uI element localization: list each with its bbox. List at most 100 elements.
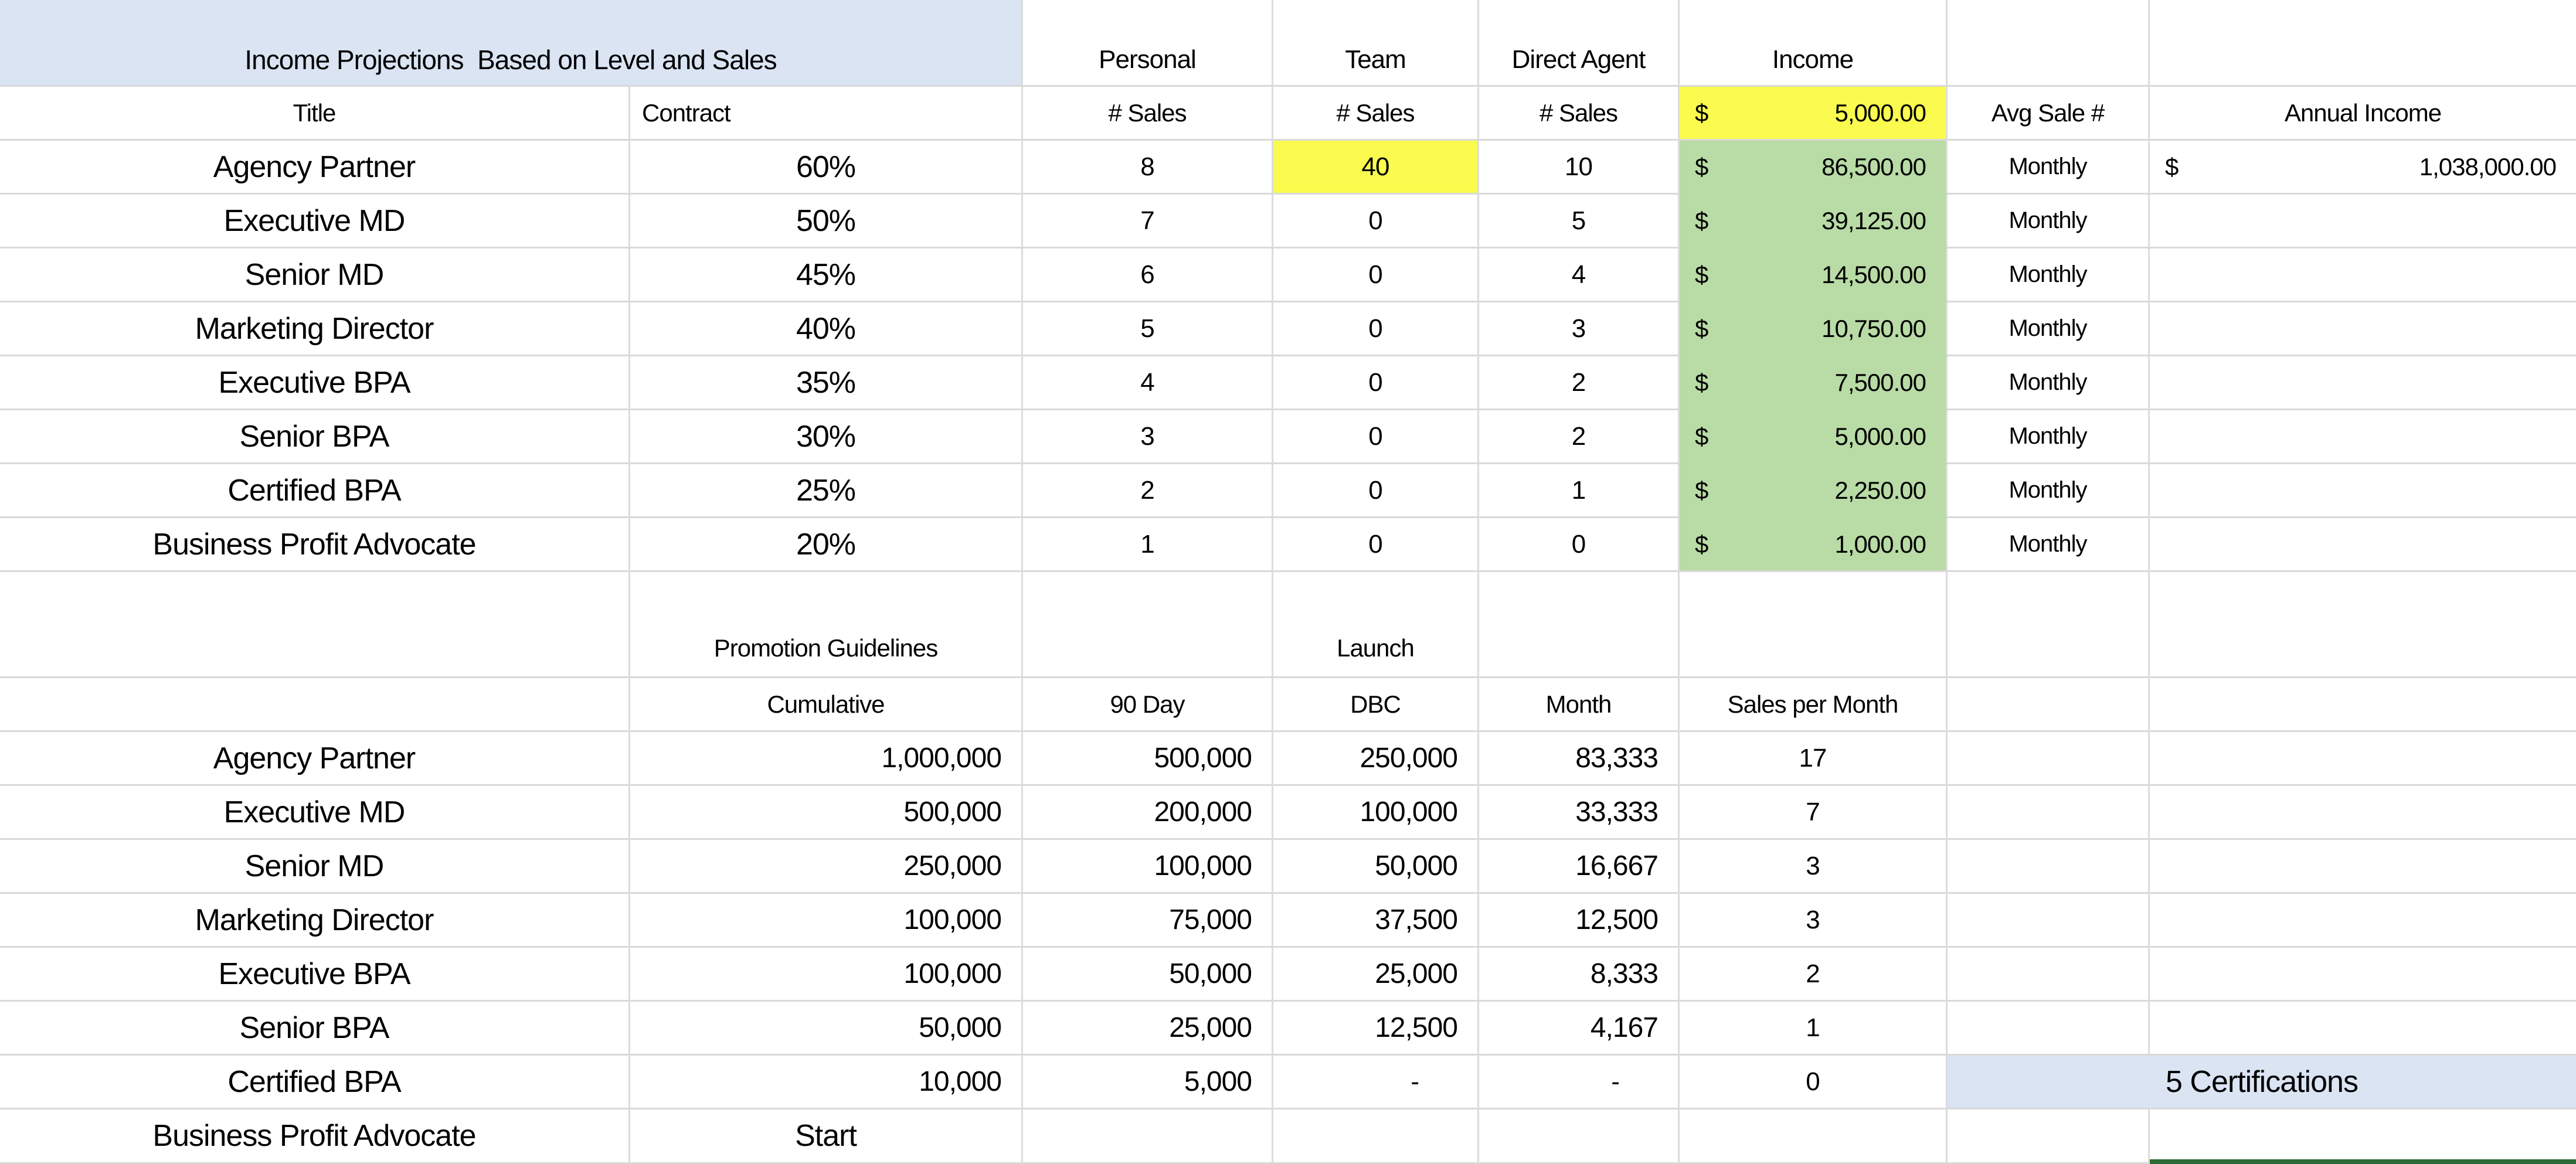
t2-row4-cumulative[interactable]: 100,000 — [630, 948, 1023, 1002]
t2-row4-sales-per-month[interactable]: 2 — [1680, 948, 1948, 1002]
t2-row0-90-day[interactable]: 500,000 — [1023, 732, 1273, 786]
t1-row2-annual-income[interactable] — [2150, 249, 2576, 302]
empty-cell[interactable] — [1948, 572, 2150, 678]
t2-row0-cumulative[interactable]: 1,000,000 — [630, 732, 1023, 786]
empty-cell[interactable] — [1948, 840, 2150, 894]
t2-row2-sales-per-month[interactable]: 3 — [1680, 840, 1948, 894]
t1-row7-contract[interactable]: 20% — [630, 518, 1023, 572]
empty-cell[interactable] — [2150, 678, 2576, 732]
t2-row2-month[interactable]: 16,667 — [1479, 840, 1680, 894]
t1-row4-title[interactable]: Executive BPA — [0, 356, 630, 410]
empty-cell[interactable] — [2150, 0, 2576, 87]
empty-cell[interactable] — [1479, 572, 1680, 678]
t1-row1-team-sales[interactable]: 0 — [1273, 195, 1479, 249]
t2-row7-sales-per-month[interactable] — [1680, 1109, 1948, 1164]
t1-row5-contract[interactable]: 30% — [630, 410, 1023, 464]
t1-row5-annual-income[interactable] — [2150, 410, 2576, 464]
t1-row1-contract[interactable]: 50% — [630, 195, 1023, 249]
t1-row3-annual-income[interactable] — [2150, 302, 2576, 356]
t2-row1-dbc[interactable]: 100,000 — [1273, 786, 1479, 840]
empty-cell[interactable] — [2150, 572, 2576, 678]
t2-row6-sales-per-month[interactable]: 0 — [1680, 1056, 1948, 1109]
empty-cell[interactable] — [2150, 840, 2576, 894]
empty-cell[interactable] — [1948, 894, 2150, 948]
t2-row0-title[interactable]: Agency Partner — [0, 732, 630, 786]
t2-row1-sales-per-month[interactable]: 7 — [1680, 786, 1948, 840]
t1-row3-direct-sales[interactable]: 3 — [1479, 302, 1680, 356]
t1-row2-personal-sales[interactable]: 6 — [1023, 249, 1273, 302]
t1-row5-avg-sale[interactable]: Monthly — [1948, 410, 2150, 464]
t2-row7-month[interactable] — [1479, 1109, 1680, 1164]
t2-row7-dbc[interactable] — [1273, 1109, 1479, 1164]
group-header-direct-agent[interactable]: Direct Agent — [1479, 0, 1680, 87]
t1-row7-direct-sales[interactable]: 0 — [1479, 518, 1680, 572]
t1-row4-avg-sale[interactable]: Monthly — [1948, 356, 2150, 410]
t2-row3-cumulative[interactable]: 100,000 — [630, 894, 1023, 948]
empty-cell[interactable] — [2150, 1109, 2576, 1164]
t1-row7-annual-income[interactable] — [2150, 518, 2576, 572]
t1-row1-annual-income[interactable] — [2150, 195, 2576, 249]
t1-row0-avg-sale[interactable]: Monthly — [1948, 141, 2150, 195]
t1-row0-contract[interactable]: 60% — [630, 141, 1023, 195]
t1-row0-direct-sales[interactable]: 10 — [1479, 141, 1680, 195]
t2-row2-dbc[interactable]: 50,000 — [1273, 840, 1479, 894]
empty-cell[interactable] — [0, 678, 630, 732]
t2-row6-90-day[interactable]: 5,000 — [1023, 1056, 1273, 1109]
empty-cell[interactable] — [2150, 732, 2576, 786]
header-avg-sale[interactable]: Avg Sale # — [1948, 87, 2150, 141]
t1-row0-team-sales-highlighted[interactable]: 40 — [1273, 141, 1479, 195]
t2-row1-90-day[interactable]: 200,000 — [1023, 786, 1273, 840]
empty-cell[interactable] — [2150, 894, 2576, 948]
t2-row3-90-day[interactable]: 75,000 — [1023, 894, 1273, 948]
t2-row0-dbc[interactable]: 250,000 — [1273, 732, 1479, 786]
t1-row0-personal-sales[interactable]: 8 — [1023, 141, 1273, 195]
t2-row5-month[interactable]: 4,167 — [1479, 1002, 1680, 1056]
t2-row2-cumulative[interactable]: 250,000 — [630, 840, 1023, 894]
group-header-personal[interactable]: Personal — [1023, 0, 1273, 87]
t1-row1-direct-sales[interactable]: 5 — [1479, 195, 1680, 249]
t1-row6-annual-income[interactable] — [2150, 464, 2576, 518]
t1-row5-income[interactable]: $ 5,000.00 — [1680, 410, 1948, 464]
t1-row4-contract[interactable]: 35% — [630, 356, 1023, 410]
empty-cell[interactable] — [0, 572, 630, 678]
empty-cell[interactable] — [1948, 0, 2150, 87]
t1-row5-direct-sales[interactable]: 2 — [1479, 410, 1680, 464]
empty-cell[interactable] — [2150, 948, 2576, 1002]
t2-header-sales-per-month[interactable]: Sales per Month — [1680, 678, 1948, 732]
t2-row6-month[interactable]: - — [1479, 1056, 1680, 1109]
t1-row3-income[interactable]: $ 10,750.00 — [1680, 302, 1948, 356]
header-team-sales[interactable]: # Sales — [1273, 87, 1479, 141]
t1-row6-team-sales[interactable]: 0 — [1273, 464, 1479, 518]
t2-row2-90-day[interactable]: 100,000 — [1023, 840, 1273, 894]
t2-header-month[interactable]: Month — [1479, 678, 1680, 732]
t2-row2-title[interactable]: Senior MD — [0, 840, 630, 894]
t2-row3-title[interactable]: Marketing Director — [0, 894, 630, 948]
t2-row7-title[interactable]: Business Profit Advocate — [0, 1109, 630, 1164]
t2-section-title[interactable]: Promotion Guidelines — [630, 572, 1023, 678]
empty-cell[interactable] — [1948, 1109, 2150, 1164]
t2-row7-90-day[interactable] — [1023, 1109, 1273, 1164]
empty-cell[interactable] — [2150, 786, 2576, 840]
banner-title-cell[interactable]: Income Projections Based on Level and Sa… — [0, 0, 1023, 87]
t2-row0-month[interactable]: 83,333 — [1479, 732, 1680, 786]
t1-row1-title[interactable]: Executive MD — [0, 195, 630, 249]
t1-row2-avg-sale[interactable]: Monthly — [1948, 249, 2150, 302]
t1-row6-avg-sale[interactable]: Monthly — [1948, 464, 2150, 518]
t1-row5-personal-sales[interactable]: 3 — [1023, 410, 1273, 464]
t2-row5-title[interactable]: Senior BPA — [0, 1002, 630, 1056]
t1-row3-contract[interactable]: 40% — [630, 302, 1023, 356]
t2-header-cumulative[interactable]: Cumulative — [630, 678, 1023, 732]
t2-row7-cumulative[interactable]: Start — [630, 1109, 1023, 1164]
t1-row6-contract[interactable]: 25% — [630, 464, 1023, 518]
t1-row7-title[interactable]: Business Profit Advocate — [0, 518, 630, 572]
t1-row0-income[interactable]: $ 86,500.00 — [1680, 141, 1948, 195]
empty-cell[interactable] — [1948, 678, 2150, 732]
t1-row6-direct-sales[interactable]: 1 — [1479, 464, 1680, 518]
t1-row7-income[interactable]: $ 1,000.00 — [1680, 518, 1948, 572]
certifications-cell[interactable]: 5 Certifications — [1948, 1056, 2576, 1109]
header-direct-sales[interactable]: # Sales — [1479, 87, 1680, 141]
t2-row4-title[interactable]: Executive BPA — [0, 948, 630, 1002]
t1-row1-personal-sales[interactable]: 7 — [1023, 195, 1273, 249]
t1-row6-personal-sales[interactable]: 2 — [1023, 464, 1273, 518]
empty-cell[interactable] — [1948, 732, 2150, 786]
